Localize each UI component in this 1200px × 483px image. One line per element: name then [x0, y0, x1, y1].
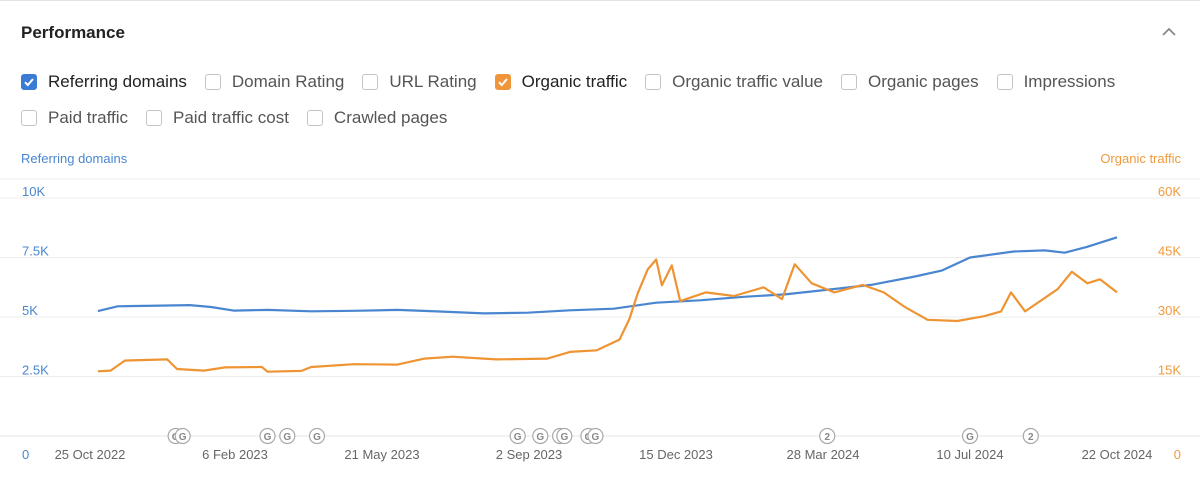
metric-options-row-2: Paid traffic Paid traffic cost Crawled pag…: [21, 107, 1181, 129]
event-marker[interactable]: G: [308, 427, 326, 445]
option-impressions[interactable]: Impressions: [996, 72, 1116, 92]
x-tick-label: 15 Dec 2023: [639, 447, 713, 462]
option-label: Domain Rating: [231, 72, 345, 91]
x-tick-label: 28 Mar 2024: [787, 447, 860, 462]
checkbox[interactable]: [146, 110, 163, 126]
option-label: Organic traffic: [521, 72, 628, 91]
series-line-organic-traffic: [97, 258, 1118, 373]
right-tick-label: 0: [1174, 447, 1181, 462]
option-label: Organic pages: [868, 72, 979, 91]
option-label: Organic traffic value: [672, 72, 823, 91]
checkbox[interactable]: [306, 110, 323, 126]
left-tick-label: 10K: [22, 184, 45, 199]
option-label: URL Rating: [389, 72, 477, 91]
event-marker-label: G: [514, 432, 522, 443]
event-marker[interactable]: 2: [1022, 427, 1039, 445]
event-marker[interactable]: G: [279, 427, 296, 445]
event-marker[interactable]: 2: [819, 427, 836, 445]
checkbox[interactable]: [362, 74, 379, 90]
event-marker-label: G: [592, 432, 600, 443]
left-axis-title: Referring domains: [21, 151, 128, 166]
x-tick-label: 22 Oct 2024: [1082, 447, 1153, 462]
option-organic-pages[interactable]: Organic pages: [841, 72, 979, 92]
event-marker[interactable]: G: [961, 427, 979, 445]
event-marker-circle: [308, 427, 326, 445]
option-label: Referring domains: [48, 72, 187, 91]
option-crawled-pages[interactable]: Crawled pages: [306, 108, 448, 128]
checkbox[interactable]: [204, 74, 221, 90]
option-label: Paid traffic cost: [173, 108, 289, 127]
event-marker-label: 2: [1028, 432, 1034, 443]
x-tick-label: 2 Sep 2023: [496, 447, 563, 462]
option-domain-rating[interactable]: Domain Rating: [204, 72, 345, 92]
x-tick-label: 25 Oct 2022: [55, 447, 126, 462]
event-marker-circle: [587, 427, 604, 445]
x-tick-label: 21 May 2023: [344, 447, 419, 462]
metric-options-row-1: Referring domains Domain Rating URL Rating…: [21, 71, 1181, 93]
left-tick-label: 5K: [22, 303, 38, 318]
check-icon: [497, 78, 508, 87]
x-tick-label: 10 Jul 2024: [936, 447, 1003, 462]
option-paid-traffic[interactable]: Paid traffic: [21, 108, 128, 128]
option-label: Impressions: [1023, 72, 1116, 91]
event-marker-circle: [819, 427, 836, 445]
event-marker-circle: [259, 427, 276, 445]
event-marker-label: G: [264, 432, 272, 443]
right-tick-label: 45K: [1158, 244, 1181, 259]
panel-title: Performance: [21, 23, 125, 42]
checkbox[interactable]: [645, 74, 662, 90]
check-icon: [24, 78, 34, 87]
event-marker[interactable]: G: [174, 427, 191, 445]
x-tick-label: 6 Feb 2023: [202, 447, 268, 462]
option-url-rating[interactable]: URL Rating: [362, 72, 477, 92]
option-paid-traffic-cost[interactable]: Paid traffic cost: [146, 108, 289, 128]
option-label: Crawled pages: [333, 108, 448, 127]
event-marker-circle: [961, 427, 979, 445]
event-marker-label: 2: [824, 432, 830, 443]
checkbox[interactable]: [21, 74, 37, 90]
checkbox[interactable]: [841, 74, 857, 90]
metric-options: Referring domains Domain Rating URL Rating…: [21, 71, 1181, 143]
event-marker-label: G: [313, 432, 321, 443]
event-marker-label: G: [283, 432, 291, 443]
event-marker[interactable]: G: [509, 427, 526, 445]
option-organic-traffic-value[interactable]: Organic traffic value: [645, 72, 823, 92]
right-tick-label: 30K: [1158, 303, 1181, 318]
right-tick-label: 60K: [1158, 184, 1181, 199]
checkbox[interactable]: [494, 74, 511, 90]
option-referring-domains[interactable]: Referring domains: [21, 72, 187, 92]
event-marker-circle: [1022, 427, 1039, 445]
right-axis-title: Organic traffic: [1100, 151, 1181, 166]
event-marker-circle: [174, 427, 191, 445]
event-marker-circle: [509, 427, 526, 445]
event-marker[interactable]: G: [556, 427, 573, 445]
event-marker[interactable]: G: [259, 427, 276, 445]
event-marker-label: G: [536, 432, 544, 443]
option-organic-traffic[interactable]: Organic traffic: [494, 72, 628, 92]
collapse-chevron-up-icon[interactable]: [1158, 21, 1180, 43]
event-marker-circle: [532, 427, 549, 445]
event-marker[interactable]: G: [532, 427, 549, 445]
checkbox[interactable]: [996, 74, 1013, 90]
event-marker-label: G: [966, 432, 974, 443]
event-marker-circle: [556, 427, 573, 445]
right-tick-label: 15K: [1158, 363, 1181, 378]
event-marker-circle: [279, 427, 296, 445]
option-label: Paid traffic: [48, 108, 129, 127]
series-line-referring-domains: [97, 236, 1118, 315]
left-tick-label: 0: [22, 447, 29, 462]
checkbox[interactable]: [21, 110, 37, 126]
event-marker[interactable]: G: [587, 427, 604, 445]
left-tick-label: 7.5K: [22, 244, 49, 259]
left-tick-label: 2.5K: [22, 363, 49, 378]
event-marker-label: G: [179, 432, 187, 443]
event-marker-label: G: [560, 432, 568, 443]
